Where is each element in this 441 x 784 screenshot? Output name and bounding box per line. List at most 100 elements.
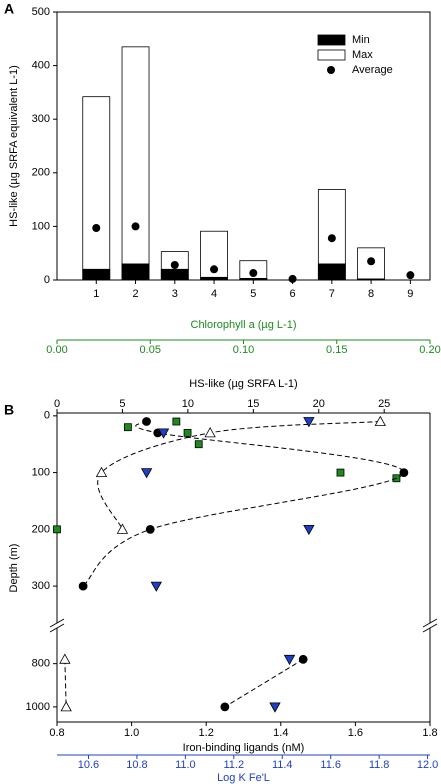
legend-label: Min	[352, 34, 370, 46]
x-tick-label: 0.05	[140, 344, 161, 356]
point	[150, 581, 162, 592]
point	[123, 423, 132, 432]
y-tick-label: 200	[32, 523, 50, 535]
point	[157, 428, 170, 439]
x-tick-label: 6	[290, 288, 296, 300]
x-tick-label: 3	[172, 288, 178, 300]
y-tick-label: 800	[32, 658, 50, 670]
legend-label: Max	[352, 49, 373, 61]
x-axis-title: Iron-binding ligands (nM)	[183, 742, 305, 754]
x-tick-label: 0.00	[46, 344, 67, 356]
point	[298, 654, 308, 664]
bar	[317, 263, 346, 281]
point	[327, 234, 336, 243]
x-tick-label: 15	[247, 398, 259, 410]
point	[78, 581, 88, 591]
fit-line	[64, 659, 67, 707]
point	[303, 417, 315, 428]
point	[288, 274, 297, 283]
y-tick-label: 0	[44, 274, 50, 286]
bar	[239, 277, 268, 281]
y-tick-label: 1000	[26, 701, 50, 713]
x-tick-label: 5	[250, 288, 256, 300]
x-axis-title: Log K Fe'L	[217, 772, 270, 784]
bar	[82, 268, 111, 281]
legend-label: Average	[352, 64, 393, 76]
x-tick-label: 11.8	[369, 759, 390, 771]
point	[249, 269, 258, 278]
x-tick-label: 10.6	[78, 759, 99, 771]
bar	[82, 96, 111, 281]
point	[204, 427, 216, 438]
y-tick-label: 300	[32, 113, 50, 125]
axis-break	[422, 618, 438, 628]
x-tick-label: 1.4	[273, 727, 288, 739]
x-tick-label: 1	[93, 288, 99, 300]
point	[210, 265, 219, 274]
point	[92, 224, 101, 233]
point	[336, 468, 345, 477]
point	[269, 702, 281, 713]
point	[131, 222, 140, 231]
x-tick-label: 11.2	[224, 759, 245, 771]
axis-break	[49, 618, 65, 628]
point	[140, 468, 153, 479]
y-tick-label: 200	[32, 167, 50, 179]
bar	[160, 268, 189, 281]
point	[170, 260, 179, 269]
x-tick-label: 11.0	[175, 759, 196, 771]
x-tick-label: 11.6	[320, 759, 341, 771]
point	[183, 428, 192, 437]
bar	[121, 263, 150, 281]
y-axis-title: HS-like (µg SRFA equivalent L-1)	[8, 65, 20, 227]
legend-swatch	[317, 34, 346, 46]
x-axis-title: Chlorophyll a (µg L-1)	[191, 319, 297, 331]
point	[172, 417, 181, 426]
legend-marker	[327, 66, 335, 74]
x-tick-label: 1.8	[422, 727, 437, 739]
point	[303, 524, 315, 536]
point	[194, 440, 203, 449]
x-tick-label: 25	[378, 398, 390, 410]
point	[406, 271, 415, 280]
bar	[200, 276, 228, 281]
y-tick-label: 500	[32, 6, 50, 18]
y-tick-label: 300	[32, 580, 50, 592]
panel-label: A	[4, 1, 14, 17]
x-tick-label: 1.6	[348, 727, 363, 739]
point	[142, 417, 151, 426]
x-tick-label: 0.15	[326, 344, 347, 356]
x-tick-label: 0.10	[233, 344, 254, 356]
x-tick-label: 1.2	[199, 727, 214, 739]
point	[60, 701, 72, 712]
plot-frame	[56, 11, 431, 281]
x-tick-label: 10.8	[126, 759, 147, 771]
x-tick-label: 1.0	[124, 727, 139, 739]
x-tick-label: 20	[313, 398, 325, 410]
point	[145, 524, 155, 534]
point	[367, 257, 376, 266]
panel-label: B	[4, 402, 14, 418]
y-tick-label: 0	[44, 410, 50, 422]
axis-break	[422, 623, 438, 633]
x-tick-label: 0.8	[49, 727, 64, 739]
point	[399, 468, 409, 477]
x-tick-label: 5	[119, 398, 125, 410]
x-tick-label: 0	[54, 398, 60, 410]
fit-line	[97, 421, 381, 530]
point	[116, 523, 129, 534]
x-tick-label: 4	[211, 288, 217, 300]
x-tick-label: 2	[132, 288, 138, 300]
legend-swatch	[317, 49, 346, 61]
point	[53, 525, 61, 534]
y-axis-title: Depth (m)	[8, 544, 20, 593]
x-axis-title: HS-like (µg SRFA L-1)	[189, 378, 297, 390]
y-tick-label: 100	[32, 220, 50, 232]
axis-break	[49, 623, 65, 633]
y-tick-label: 100	[32, 467, 50, 479]
x-tick-label: 11.4	[272, 759, 293, 771]
x-tick-label: 12.0	[417, 759, 438, 771]
y-tick-label: 400	[32, 60, 50, 72]
point	[220, 702, 230, 712]
